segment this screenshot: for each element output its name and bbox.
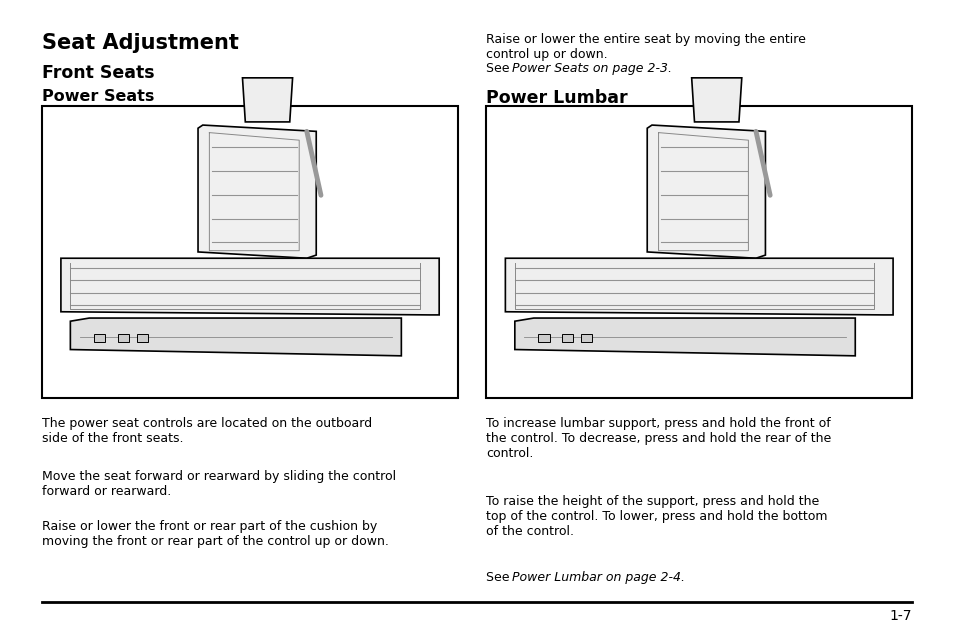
Polygon shape: [691, 78, 741, 122]
Text: 1-7: 1-7: [888, 609, 911, 623]
Polygon shape: [646, 125, 764, 258]
Text: Front Seats: Front Seats: [42, 64, 154, 82]
Polygon shape: [61, 258, 438, 315]
Polygon shape: [515, 318, 855, 356]
Text: Power Seats on page 2-3.: Power Seats on page 2-3.: [512, 62, 671, 75]
Text: The power seat controls are located on the outboard
side of the front seats.: The power seat controls are located on t…: [42, 417, 372, 445]
Text: To increase lumbar support, press and hold the front of
the control. To decrease: To increase lumbar support, press and ho…: [486, 417, 831, 459]
Bar: [94, 334, 105, 342]
Bar: [486, 106, 911, 397]
Polygon shape: [242, 78, 293, 122]
Bar: [537, 334, 549, 342]
Bar: [561, 334, 573, 342]
Text: Move the seat forward or rearward by sliding the control
forward or rearward.: Move the seat forward or rearward by sli…: [42, 470, 395, 498]
Text: Power Lumbar: Power Lumbar: [486, 89, 627, 107]
Text: Raise or lower the entire seat by moving the entire
control up or down.: Raise or lower the entire seat by moving…: [486, 33, 805, 61]
Bar: [136, 334, 148, 342]
Text: See: See: [486, 571, 514, 584]
Text: To raise the height of the support, press and hold the
top of the control. To lo: To raise the height of the support, pres…: [486, 495, 827, 538]
Text: See: See: [486, 62, 514, 75]
Text: Raise or lower the front or rear part of the cushion by
moving the front or rear: Raise or lower the front or rear part of…: [42, 521, 389, 549]
Bar: [117, 334, 129, 342]
Text: Power Lumbar on page 2-4.: Power Lumbar on page 2-4.: [512, 571, 684, 584]
Text: Seat Adjustment: Seat Adjustment: [42, 33, 238, 52]
Polygon shape: [71, 318, 401, 356]
Bar: [580, 334, 592, 342]
Polygon shape: [198, 125, 315, 258]
Polygon shape: [505, 258, 892, 315]
Bar: [42, 106, 457, 397]
Text: Power Seats: Power Seats: [42, 89, 154, 104]
